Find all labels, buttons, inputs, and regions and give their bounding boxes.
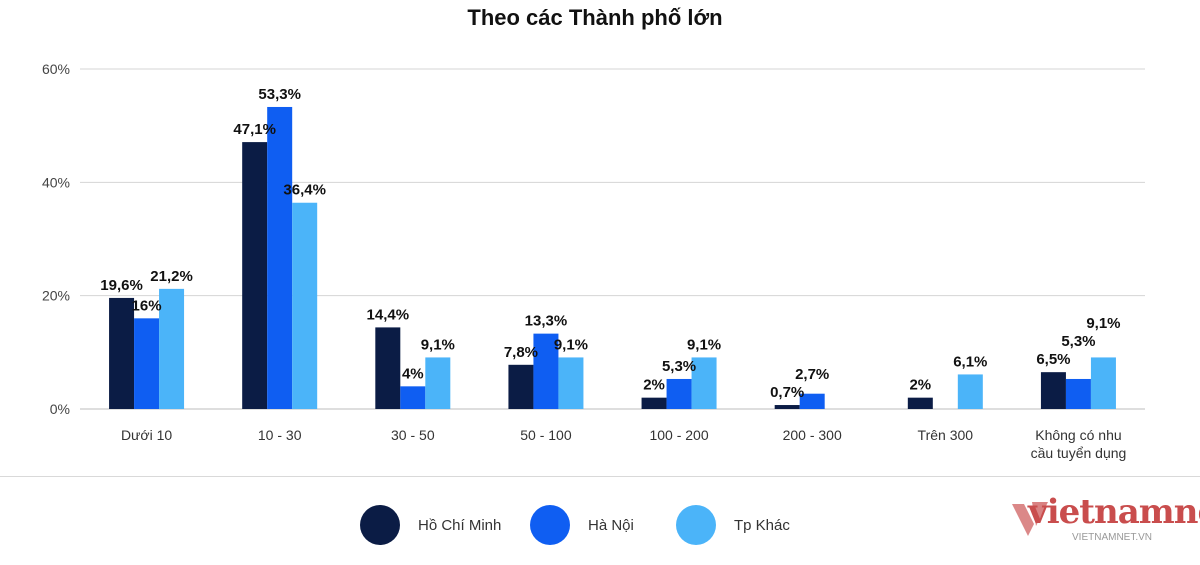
legend-swatch-tp-khac — [676, 505, 716, 545]
bar — [957, 374, 983, 409]
bar — [109, 297, 135, 409]
bar — [774, 405, 800, 409]
data-label: 9,1% — [1086, 315, 1120, 332]
bar-chart: 0% 20% 40% 60% Dưới 10 10 - 30 30 - 50 50 - 100… — [42, 61, 1145, 461]
data-label: 7,8% — [504, 344, 538, 361]
legend-swatch-ha-noi — [530, 505, 570, 545]
data-label: 36,4% — [283, 182, 326, 199]
legend-label: Hà Nội — [588, 516, 634, 534]
bar — [425, 357, 451, 409]
bar — [375, 327, 401, 409]
x-tick-label: 10 - 30 — [258, 427, 302, 443]
legend-item-ho-chi-minh: Hồ Chí Minh — [360, 505, 501, 545]
x-tick-label: Trên 300 — [918, 427, 974, 443]
x-tick-label: Không có nhu — [1035, 427, 1121, 443]
bar — [159, 288, 185, 409]
x-tick-label: cầu tuyển dụng — [1031, 445, 1127, 461]
legend: Hồ Chí Minh Hà Nội Tp Khác — [0, 505, 1200, 545]
data-label: 2% — [643, 377, 665, 394]
data-label: 53,3% — [258, 86, 301, 103]
x-tick-label: 200 - 300 — [783, 427, 842, 443]
bar — [558, 357, 584, 409]
x-tick-label: 50 - 100 — [520, 427, 572, 443]
data-label: 4% — [402, 365, 424, 382]
x-tick-label: Dưới 10 — [121, 427, 172, 443]
x-tick-label: 100 - 200 — [649, 427, 708, 443]
y-tick-label: 40% — [42, 174, 70, 190]
data-label: 0,7% — [770, 384, 804, 401]
data-label: 9,1% — [687, 336, 721, 353]
chart-title: Theo các Thành phố lớn — [467, 5, 723, 30]
bar — [666, 378, 692, 409]
bar — [1040, 372, 1066, 409]
data-label: 13,3% — [525, 313, 568, 330]
bar — [400, 386, 426, 409]
bar — [691, 357, 717, 409]
data-label: 5,3% — [1061, 333, 1095, 350]
y-tick-label: 60% — [42, 61, 70, 77]
x-tick-label: 30 - 50 — [391, 427, 435, 443]
bar — [799, 393, 825, 409]
legend-item-tp-khac: Tp Khác — [676, 505, 790, 545]
legend-swatch-ho-chi-minh — [360, 505, 400, 545]
legend-label: Tp Khác — [734, 516, 790, 534]
watermark-sub: VIETNAMNET.VN — [1072, 532, 1153, 543]
y-tick-label: 20% — [42, 288, 70, 304]
data-label: 5,3% — [662, 358, 696, 375]
data-label: 2% — [909, 377, 931, 394]
vietnamnet-watermark: vietnamnet VIETNAMNET.VN — [1010, 486, 1200, 556]
data-label: 21,2% — [150, 268, 193, 285]
data-label: 9,1% — [421, 336, 455, 353]
bar — [292, 202, 318, 409]
bar — [1090, 357, 1116, 409]
data-label: 2,7% — [795, 366, 829, 383]
data-label: 19,6% — [100, 277, 143, 294]
bar — [508, 364, 534, 409]
bar — [1065, 378, 1091, 409]
data-label: 16% — [132, 297, 162, 314]
data-label: 6,1% — [953, 353, 987, 370]
legend-divider — [0, 476, 1200, 477]
data-label: 47,1% — [233, 121, 276, 138]
legend-item-ha-noi: Hà Nội — [530, 505, 634, 545]
bar — [907, 397, 933, 409]
bar — [641, 397, 667, 409]
bar — [533, 333, 559, 409]
y-tick-label: 0% — [50, 401, 70, 417]
legend-label: Hồ Chí Minh — [418, 516, 502, 534]
bar — [134, 318, 160, 409]
bar — [267, 106, 293, 409]
data-label: 6,5% — [1036, 351, 1070, 368]
watermark-mark-icon — [1012, 502, 1048, 536]
watermark-logo: vietnamnet — [1028, 492, 1200, 532]
data-label: 14,4% — [367, 306, 410, 323]
bar — [242, 142, 268, 409]
data-label: 9,1% — [554, 336, 588, 353]
